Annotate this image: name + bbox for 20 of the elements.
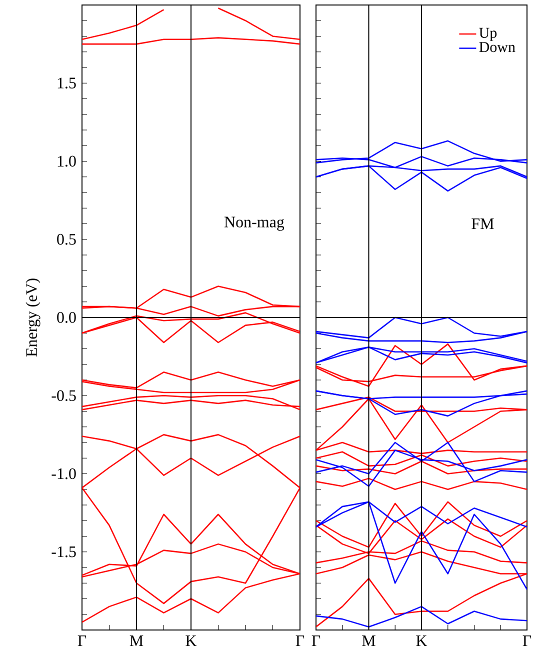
legend-label: Down <box>479 42 516 52</box>
y-tick-label: 0.5 <box>57 234 76 245</box>
x-tick-label: K <box>186 636 197 646</box>
y-tick-label: 0.0 <box>57 312 76 323</box>
annotation: Non-mag <box>224 216 284 231</box>
x-tick-label: M <box>362 636 376 646</box>
x-tick-label: Γ <box>78 636 86 646</box>
x-tick-label: Γ <box>296 636 304 646</box>
x-tick-label: K <box>416 636 428 646</box>
annotation: FM <box>472 218 494 229</box>
y-tick-label: 1.0 <box>58 156 76 167</box>
y-axis-title: Energy (eV) <box>26 278 40 357</box>
x-tick-label: Γ <box>312 636 320 646</box>
y-tick-label: -1.0 <box>52 468 76 480</box>
y-tick-label: -1.5 <box>52 546 76 558</box>
x-tick-label: Γ <box>522 636 532 646</box>
x-tick-label: M <box>130 636 144 646</box>
legend-label: Up <box>479 28 497 41</box>
y-tick-label: 1.5 <box>58 78 76 89</box>
y-tick-label: -0.5 <box>52 390 76 402</box>
